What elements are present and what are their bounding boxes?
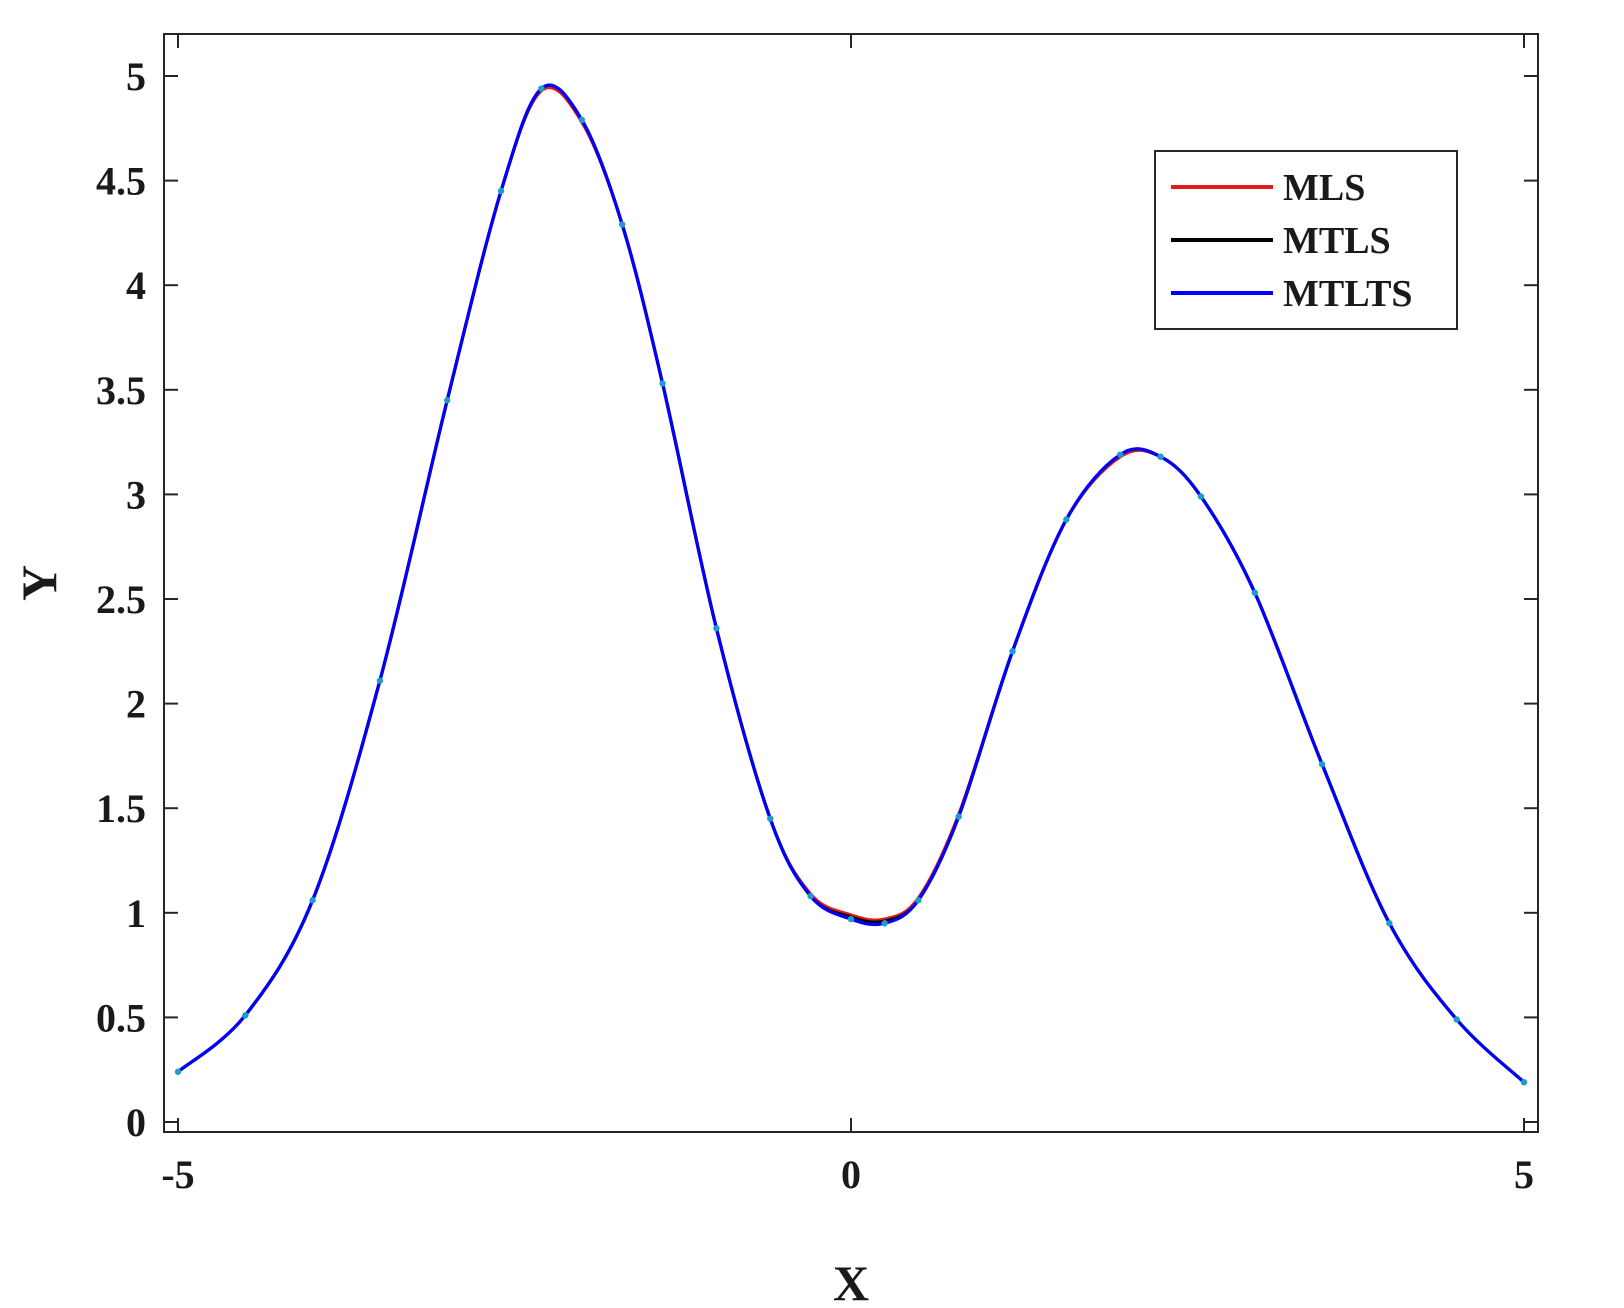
data-point xyxy=(538,85,545,92)
series-lines xyxy=(176,83,1526,1084)
data-point xyxy=(955,813,962,820)
data-point xyxy=(242,1012,249,1019)
data-point xyxy=(376,677,384,684)
data-point xyxy=(1520,1079,1528,1086)
y-tick-label: 3 xyxy=(126,472,146,517)
y-tick-label: 0 xyxy=(126,1100,146,1145)
y-axis-label: Y xyxy=(11,565,67,601)
data-point xyxy=(807,892,814,900)
x-tick-label: 0 xyxy=(841,1152,861,1197)
y-tick-label: 2 xyxy=(126,682,146,727)
axis-ticks xyxy=(164,34,1538,1132)
x-tick-labels: -5 0 5 xyxy=(161,1152,1534,1197)
data-point xyxy=(1063,516,1070,523)
data-point xyxy=(444,397,451,404)
y-tick-label: 4 xyxy=(126,263,146,308)
legend: MLS MTLS MTLTS xyxy=(1154,150,1458,330)
data-point xyxy=(578,116,585,124)
data-point xyxy=(659,380,666,387)
data-point xyxy=(713,625,720,632)
y-tick-label: 0.5 xyxy=(96,995,146,1040)
y-tick-label: 1 xyxy=(126,891,146,936)
y-tick-label: 4.5 xyxy=(96,159,146,204)
series-line-mtlts xyxy=(176,83,1526,1084)
data-point xyxy=(1009,648,1016,655)
y-tick-label: 5 xyxy=(126,54,146,99)
data-point xyxy=(174,1068,182,1075)
y-tick-label: 2.5 xyxy=(96,577,146,622)
y-tick-label: 1.5 xyxy=(96,786,146,831)
data-point xyxy=(309,897,316,904)
data-point xyxy=(1318,761,1326,768)
data-point xyxy=(1117,451,1124,458)
data-point xyxy=(1251,589,1259,596)
legend-label-mtlts: MTLTS xyxy=(1283,273,1413,315)
x-tick-label: 5 xyxy=(1514,1152,1534,1197)
data-point xyxy=(1197,493,1205,500)
data-point xyxy=(915,897,922,904)
data-point xyxy=(847,915,855,923)
legend-label-mls: MLS xyxy=(1283,167,1365,209)
data-point xyxy=(1453,1016,1460,1023)
data-point xyxy=(767,815,774,822)
x-axis-label: X xyxy=(833,1255,869,1308)
data-point xyxy=(881,920,888,927)
y-tick-label: 3.5 xyxy=(96,368,146,413)
data-point xyxy=(1386,920,1393,927)
x-tick-label: -5 xyxy=(161,1152,194,1197)
data-point xyxy=(1157,453,1164,460)
data-point xyxy=(618,221,626,228)
y-tick-labels: 0 0.5 1 1.5 2 2.5 3 3.5 4 4.5 5 xyxy=(96,54,146,1145)
legend-label-mtls: MTLS xyxy=(1283,220,1391,262)
data-point xyxy=(497,187,505,195)
scatter-points xyxy=(174,85,1528,1086)
